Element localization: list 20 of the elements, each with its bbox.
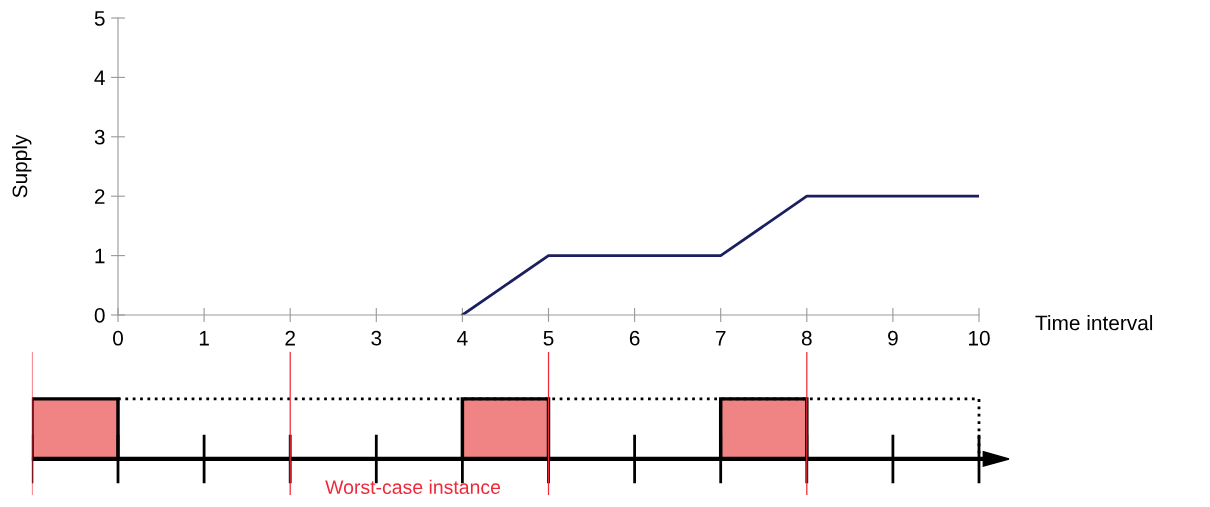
- x-axis-title: Time interval: [1035, 315, 1153, 331]
- x-tick-label: 9: [888, 330, 898, 346]
- x-tick-label: 0: [113, 330, 123, 346]
- y-tick-label: 1: [95, 248, 105, 264]
- y-tick-label: 5: [94, 11, 105, 26]
- x-tick-label: 8: [801, 330, 812, 346]
- y-axis-title: Supply: [11, 134, 32, 198]
- x-tick-label: 10: [969, 330, 990, 346]
- text: Worst-case instance: [325, 479, 501, 495]
- x-tick-label: 5: [543, 331, 554, 346]
- x-tick-label: 3: [371, 330, 382, 346]
- x-tick-label: 7: [715, 331, 726, 346]
- x-tick-label: 4: [457, 331, 468, 346]
- y-tick-label: 0: [94, 308, 105, 323]
- y-tick-label: 4: [94, 70, 105, 85]
- y-tick-label: 2: [94, 189, 105, 204]
- y-tick-label: 3: [94, 129, 105, 145]
- x-tick-label: 6: [629, 330, 640, 346]
- x-tick-label: 1: [199, 331, 209, 346]
- x-tick-label: 2: [285, 330, 295, 346]
